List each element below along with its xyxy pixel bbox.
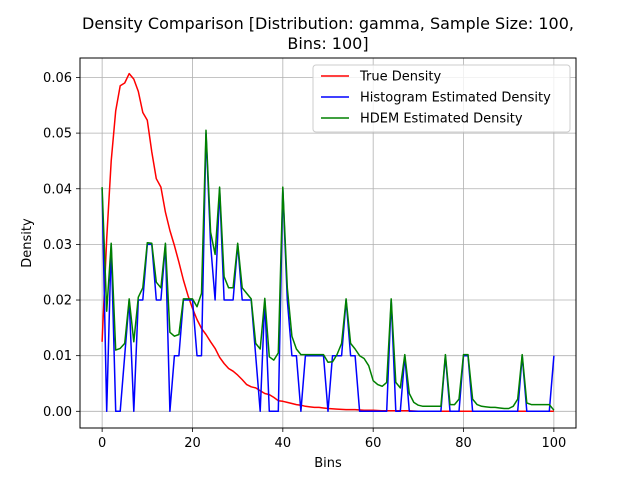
legend-label: True Density <box>359 70 441 85</box>
y-tick-label: 0.03 <box>43 238 72 253</box>
x-tick-label: 60 <box>365 436 382 451</box>
chart-title-line2: Bins: 100] <box>287 34 368 53</box>
x-tick-label: 40 <box>275 436 292 451</box>
y-tick-label: 0.05 <box>43 127 72 142</box>
x-tick-label: 20 <box>184 436 201 451</box>
series-line-hdem-estimated-density <box>101 129 555 411</box>
x-axis: 0 20 40 60 80 100 <box>98 428 566 451</box>
plot-frame <box>79 57 577 429</box>
y-axis: 0.00 0.01 0.02 0.03 0.04 0.05 0.06 <box>43 71 80 420</box>
x-tick-label: 80 <box>455 436 472 451</box>
legend-label: Histogram Estimated Density <box>360 91 551 106</box>
legend-box <box>312 64 571 133</box>
y-axis-label: Density <box>20 218 35 268</box>
chart-title-line1: Density Comparison [Distribution: gamma,… <box>82 14 574 33</box>
y-tick-label: 0.01 <box>43 349 72 364</box>
x-tick-label: 0 <box>98 436 106 451</box>
y-tick-label: 0.00 <box>43 405 72 420</box>
legend-label: HDEM Estimated Density <box>360 112 523 127</box>
legend: True Density Histogram Estimated Density H… <box>312 64 571 133</box>
x-tick-label: 100 <box>541 436 566 451</box>
y-tick-label: 0.04 <box>43 182 72 197</box>
x-axis-label: Bins <box>314 456 342 471</box>
y-tick-label: 0.06 <box>43 71 72 86</box>
series-group <box>101 72 555 413</box>
series-line-histogram-estimated-density <box>101 132 555 413</box>
y-tick-label: 0.02 <box>43 294 72 309</box>
